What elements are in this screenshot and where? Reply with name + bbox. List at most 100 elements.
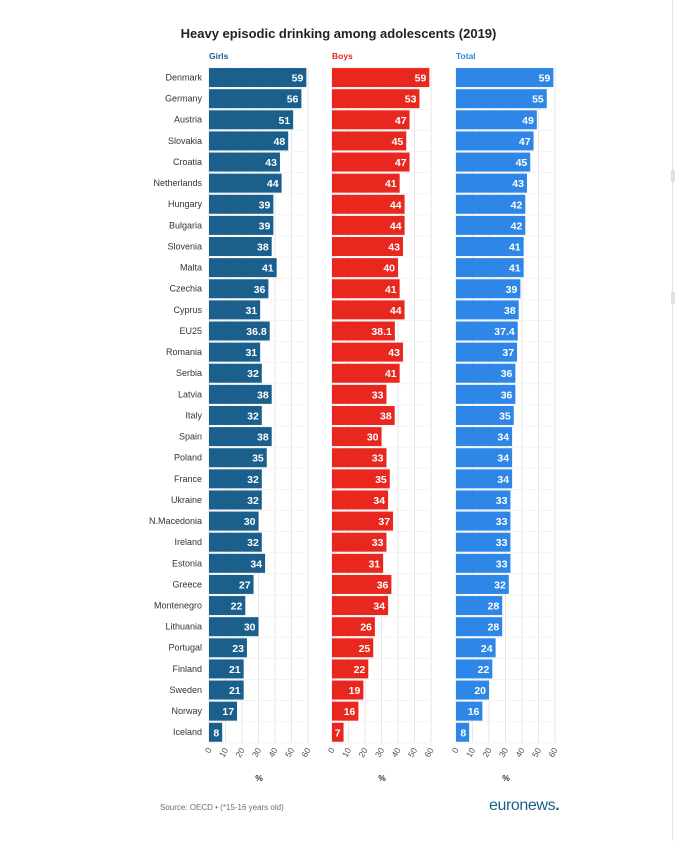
bar-value-label: 38 [504, 305, 516, 317]
bar-value-label: 21 [229, 685, 241, 697]
bar-boys [332, 384, 387, 404]
bar-value-label: 26 [360, 622, 372, 634]
bar-total [456, 173, 527, 193]
category-label: Germany [165, 94, 203, 104]
bar-value-label: 37.4 [494, 326, 515, 338]
category-label: Netherlands [153, 178, 202, 188]
x-tick-label: 50 [530, 746, 544, 759]
bar-value-label: 36 [254, 284, 266, 296]
bar-total [456, 448, 513, 468]
bar-value-label: 31 [245, 347, 257, 359]
bar-girls [209, 279, 269, 299]
bar-value-label: 22 [231, 601, 243, 613]
bar-total [456, 300, 519, 320]
bar-total [456, 680, 489, 700]
bar-value-label: 41 [262, 263, 274, 275]
bar-value-label: 47 [519, 136, 531, 148]
bar-value-label: 51 [278, 115, 290, 127]
bar-girls [209, 194, 274, 214]
bar-girls [209, 448, 267, 468]
x-axis-label: % [378, 773, 386, 783]
bar-girls [209, 596, 246, 616]
x-tick-label: 40 [513, 746, 527, 759]
category-label: Iceland [173, 727, 202, 737]
bar-boys [332, 722, 344, 742]
bar-girls [209, 638, 247, 658]
bar-girls [209, 152, 280, 172]
bar-boys [332, 279, 400, 299]
bar-value-label: 44 [267, 178, 279, 190]
bar-value-label: 59 [539, 73, 551, 85]
bar-value-label: 47 [395, 157, 407, 169]
bar-girls [209, 490, 262, 510]
bar-girls [209, 384, 272, 404]
category-label: Sweden [169, 685, 202, 695]
bar-value-label: 32 [247, 474, 259, 486]
bar-value-label: 25 [359, 643, 371, 655]
x-axis-label: % [502, 773, 510, 783]
bar-girls [209, 574, 254, 594]
bar-boys [332, 300, 405, 320]
bar-total [456, 237, 524, 257]
bar-boys [332, 701, 359, 721]
category-label: Ireland [174, 537, 202, 547]
bar-value-label: 38 [380, 410, 392, 422]
edge-marker [671, 170, 675, 182]
x-tick-label: 20 [356, 746, 370, 759]
bar-boys [332, 194, 405, 214]
bar-girls [209, 215, 274, 235]
bar-girls [209, 131, 289, 151]
bar-value-label: 38.1 [371, 326, 392, 338]
bar-girls [209, 427, 272, 447]
x-axis-label: % [255, 773, 263, 783]
bar-girls [209, 553, 266, 573]
bar-girls [209, 722, 223, 742]
bar-total [456, 574, 509, 594]
bar-girls [209, 532, 262, 552]
bar-value-label: 59 [415, 73, 427, 85]
bar-total [456, 194, 526, 214]
category-label: Czechia [169, 284, 202, 294]
bar-boys [332, 89, 420, 109]
x-tick-label: 50 [283, 746, 297, 759]
bar-value-label: 16 [468, 706, 480, 718]
x-tick-label: 40 [266, 746, 280, 759]
category-label: Norway [171, 706, 202, 716]
bar-total [456, 532, 511, 552]
bar-boys [332, 342, 403, 362]
bar-value-label: 42 [511, 199, 523, 211]
bar-value-label: 47 [395, 115, 407, 127]
bar-girls [209, 173, 282, 193]
bar-total [456, 659, 493, 679]
bar-boys [332, 680, 364, 700]
x-tick-label: 40 [389, 746, 403, 759]
category-label: Romania [166, 347, 202, 357]
bar-total [456, 427, 513, 447]
bar-boys [332, 131, 407, 151]
bar-total [456, 511, 511, 531]
bar-value-label: 30 [244, 516, 256, 528]
bar-boys [332, 469, 390, 489]
bar-total [456, 405, 514, 425]
bar-value-label: 31 [245, 305, 257, 317]
bar-value-label: 8 [460, 727, 466, 739]
bar-value-label: 34 [497, 453, 509, 465]
euronews-logo[interactable]: euronews. [489, 797, 560, 815]
category-label: Cyprus [173, 305, 202, 315]
x-tick-label: 0 [203, 746, 214, 755]
bar-value-label: 41 [509, 242, 521, 254]
bar-value-label: 32 [247, 368, 259, 380]
x-tick-label: 60 [546, 746, 560, 759]
bar-total [456, 469, 513, 489]
x-tick-label: 20 [480, 746, 494, 759]
category-label: Estonia [172, 558, 202, 568]
bar-value-label: 39 [259, 220, 271, 232]
bar-total [456, 152, 531, 172]
bar-value-label: 34 [497, 432, 509, 444]
bar-total [456, 131, 534, 151]
x-tick-label: 60 [422, 746, 436, 759]
bar-boys [332, 532, 387, 552]
bar-boys [332, 511, 394, 531]
bar-girls [209, 363, 262, 383]
